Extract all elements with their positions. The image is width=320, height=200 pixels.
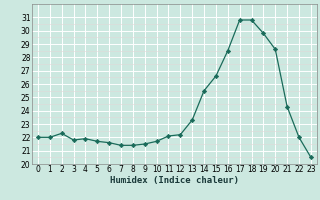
X-axis label: Humidex (Indice chaleur): Humidex (Indice chaleur): [110, 176, 239, 185]
